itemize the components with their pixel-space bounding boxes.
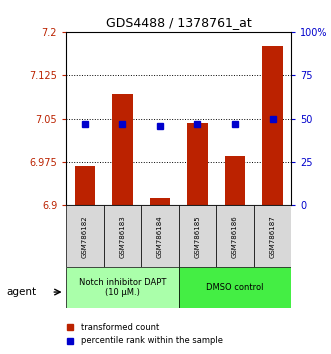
Bar (179, 267, 291, 308)
Text: agent: agent (7, 287, 37, 297)
Bar (141, 205, 179, 267)
Text: GSM786185: GSM786185 (195, 215, 201, 258)
Text: GSM786183: GSM786183 (119, 215, 125, 258)
Text: GDS4488 / 1378761_at: GDS4488 / 1378761_at (106, 16, 252, 29)
Bar (254, 205, 291, 267)
Bar (66, 205, 104, 267)
Bar (75, 166, 95, 205)
Text: GSM786182: GSM786182 (82, 215, 88, 258)
Text: DMSO control: DMSO control (206, 283, 264, 292)
Text: GSM786187: GSM786187 (269, 215, 275, 258)
Bar (66, 267, 179, 308)
Bar (179, 205, 216, 267)
Text: Notch inhibitor DAPT
(10 μM.): Notch inhibitor DAPT (10 μM.) (79, 278, 166, 297)
Bar (216, 205, 254, 267)
Bar (187, 123, 208, 205)
Bar (262, 46, 283, 205)
Bar (104, 205, 141, 267)
Bar (225, 156, 245, 205)
Bar (150, 198, 170, 205)
Text: transformed count: transformed count (81, 323, 159, 332)
Text: GSM786186: GSM786186 (232, 215, 238, 258)
Text: GSM786184: GSM786184 (157, 215, 163, 258)
Text: percentile rank within the sample: percentile rank within the sample (81, 336, 223, 345)
Bar (112, 94, 133, 205)
